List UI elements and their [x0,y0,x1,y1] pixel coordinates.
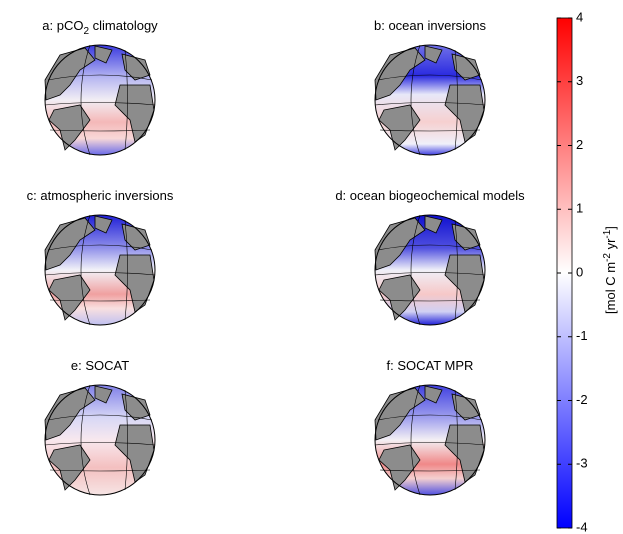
colorbar: -4 -3 -2 -1 0 1 2 3 4 [556,9,588,534]
colorbar-label: [mol C m-2 yr-1] [602,226,618,314]
panel-title-text: b: ocean inversions [374,18,487,33]
label-text: [mol C m [603,262,618,314]
panel: b: ocean inversions [374,18,487,156]
panel-title: b: ocean inversions [374,18,487,33]
superscript: -2 [602,253,613,262]
tick-label: 3 [576,73,583,88]
panel-title: d: ocean biogeochemical models [335,188,525,203]
panels: a: pCO2 climatology b: ocean inversions c:… [27,18,525,496]
panel: e: SOCAT [44,358,156,496]
panel: d: ocean biogeochemical models [335,188,525,326]
panel-title: a: pCO2 climatology [42,18,158,37]
tick-label: 4 [576,9,583,24]
panel-title-text: f: SOCAT MPR [387,358,474,373]
panel-title-text: climatology [89,18,158,33]
superscript: -1 [602,229,613,238]
panel-title: e: SOCAT [71,358,129,373]
tick-label: -1 [576,328,588,343]
panel: c: atmospheric inversions [27,188,174,326]
tick-label: -3 [576,456,588,471]
panel: a: pCO2 climatology [42,18,158,156]
panel: f: SOCAT MPR [374,358,486,496]
tick-label: -2 [576,392,588,407]
panel-title-text: a: pCO [42,18,83,33]
tick-label: 2 [576,137,583,152]
panel-title-text: e: SOCAT [71,358,129,373]
panel-title: f: SOCAT MPR [387,358,474,373]
label-text: yr [603,238,618,253]
tick-label: 0 [576,264,583,279]
tick-label: 1 [576,201,583,216]
tick-label: -4 [576,519,588,534]
subscript: 2 [83,26,89,37]
panel-title-text: d: ocean biogeochemical models [335,188,525,203]
panel-title: c: atmospheric inversions [27,188,174,203]
panel-title-text: c: atmospheric inversions [27,188,174,203]
label-text: ] [603,226,618,230]
